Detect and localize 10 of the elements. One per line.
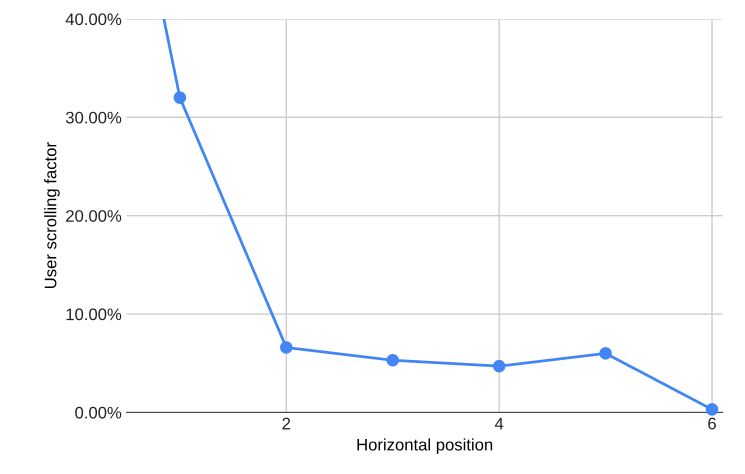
y-tick-label: 30.00% bbox=[66, 112, 122, 124]
y-tick-label: 10.00% bbox=[66, 308, 122, 320]
y-tick-label: 0.00% bbox=[75, 406, 122, 419]
x-axis-title: Horizontal position bbox=[357, 438, 492, 454]
y-tick-label: 40.00% bbox=[66, 13, 122, 26]
y-axis-title: User scrolling factor bbox=[44, 142, 60, 288]
y-tick-label: 20.00% bbox=[66, 210, 122, 222]
x-tick-label: 2 bbox=[282, 418, 290, 430]
x-tick-label: 4 bbox=[494, 418, 504, 430]
x-tick-label: 6 bbox=[708, 418, 716, 430]
